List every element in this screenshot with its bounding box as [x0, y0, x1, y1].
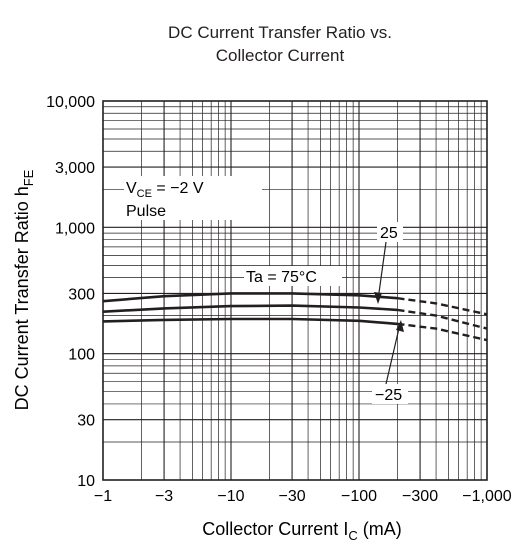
plot-frame — [102, 100, 488, 481]
tm25-label: −25 — [375, 387, 402, 404]
series-line — [102, 292, 398, 303]
chart-title-line-2: Collector Current — [215, 46, 345, 65]
y-tick-label: 3,000 — [55, 160, 95, 177]
series-layer — [102, 292, 488, 342]
tm25-arrow-head — [396, 320, 404, 332]
x-tick-label: −1 — [94, 488, 112, 505]
series-line — [102, 317, 398, 326]
t25-label: 25 — [380, 225, 398, 242]
conditions-label-background — [124, 176, 262, 220]
x-tick-label: −10 — [217, 488, 244, 505]
ta75-label: Ta = 75°C — [246, 269, 317, 286]
y-tick-label: 10,000 — [46, 94, 95, 111]
tm25-arrow-line — [385, 323, 401, 385]
series-line-extrapolated — [397, 308, 488, 330]
y-tick-label: 300 — [68, 286, 95, 303]
t25-arrow-head — [374, 292, 382, 304]
x-tick-label: −100 — [341, 488, 377, 505]
annotation-arrows — [374, 241, 404, 385]
x-tick-label: −300 — [402, 488, 438, 505]
x-axis-label: Collector Current IC (mA) — [202, 519, 401, 543]
x-tick-label: −3 — [155, 488, 173, 505]
vce-condition-label: VCE = −2 V — [126, 180, 204, 200]
chart-title-line-1: DC Current Transfer Ratio vs. — [168, 23, 392, 42]
y-tick-label: 10 — [77, 473, 95, 490]
x-tick-label: −30 — [279, 488, 306, 505]
tick-labels: 10 30 100 300 1,000 3,000 10,000 −1 −3 −10 −30 −100… — [46, 94, 512, 505]
grid — [103, 101, 487, 480]
pulse-condition-label: Pulse — [126, 203, 166, 220]
series-line-extrapolated — [397, 322, 488, 342]
tm25-label-background — [372, 384, 408, 404]
series-line-extrapolated — [397, 297, 488, 316]
x-tick-label: −1,000 — [462, 488, 511, 505]
y-tick-label: 30 — [77, 413, 95, 430]
y-axis-label: DC Current Transfer Ratio hFE — [12, 169, 36, 410]
t25-arrow-line — [377, 241, 387, 301]
t25-label-background — [377, 222, 403, 242]
ta75-label-background — [244, 266, 342, 286]
y-tick-label: 100 — [68, 347, 95, 364]
y-tick-label: 1,000 — [55, 220, 95, 237]
series-line — [102, 304, 398, 313]
